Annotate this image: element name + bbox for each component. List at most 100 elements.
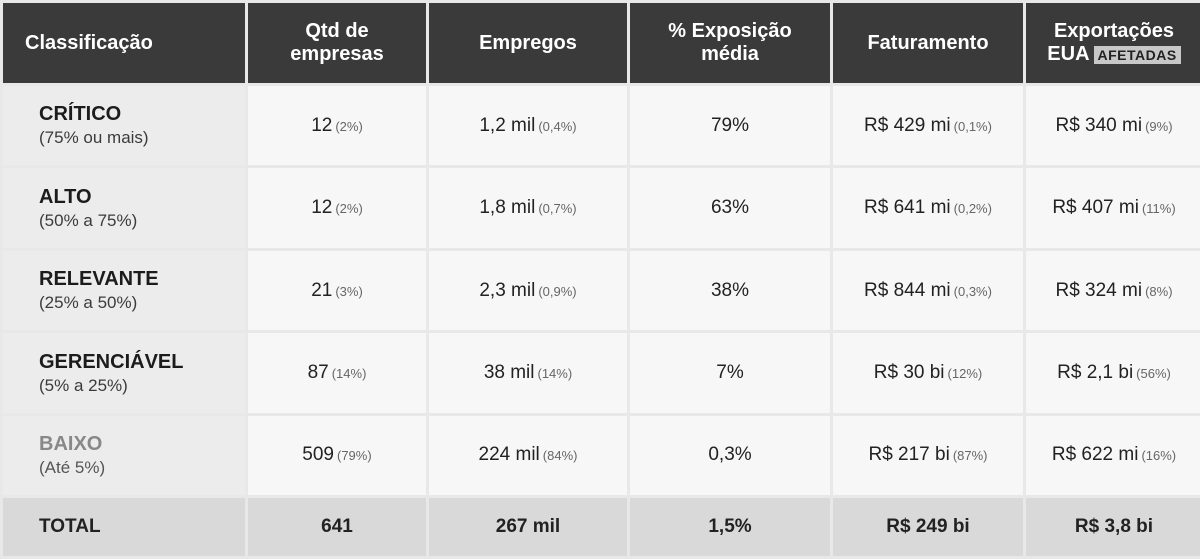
total-label: TOTAL [3,498,245,556]
row-name: ALTO [39,185,92,208]
header-faturamento: Faturamento [833,3,1023,83]
qtd-cell: 21 (3%) [248,250,426,331]
empregos-pct: (0,9%) [538,283,577,299]
exportacoes-pct: (9%) [1145,118,1173,134]
header-exportacoes-line1: Exportações [1053,19,1175,42]
empregos-cell: 2,3 mil (0,9%) [429,250,627,331]
qtd-pct: (2%) [335,201,363,217]
faturamento-pct: (12%) [947,366,983,382]
row-label-cell: GERENCIÁVEL (5% a 25%) [3,333,245,413]
faturamento-cell: R$ 217 bi (87%) [833,415,1023,496]
exportacoes-pct: (16%) [1141,448,1177,464]
header-exportacoes-line2: EUA [1047,42,1090,65]
faturamento-pct: (0,1%) [953,118,992,134]
total-empregos: 267 mil [429,498,627,556]
faturamento-pct: (0,3%) [953,283,992,299]
faturamento-value: R$ 844 mi [864,279,951,301]
exposicao-cell: 38% [630,250,830,331]
exportacoes-value: R$ 324 mi [1055,279,1143,301]
exposicao-cell: 7% [630,333,830,413]
total-row: TOTAL 641 267 mil 1,5% R$ 249 bi R$ 3,8 … [3,498,1200,556]
faturamento-cell: R$ 641 mi (0,2%) [833,168,1023,248]
faturamento-value: R$ 641 mi [864,197,951,219]
qtd-cell: 509 (79%) [248,415,426,496]
qtd-value: 21 [311,279,333,301]
row-range: (Até 5%) [39,457,106,477]
header-exportacoes: Exportações EUA AFETADAS [1026,3,1200,83]
exportacoes-cell: R$ 622 mi (16%) [1026,415,1200,496]
table-row: BAIXO (Até 5%) 509 (79%) 224 mil (84%) 0,3%… [3,415,1200,496]
qtd-pct: (3%) [335,283,363,299]
empregos-pct: (84%) [542,448,578,464]
qtd-value: 12 [311,114,333,136]
exportacoes-cell: R$ 324 mi (8%) [1026,250,1200,331]
empregos-value: 1,8 mil [479,197,536,219]
empregos-value: 2,3 mil [479,279,536,301]
total-qtd: 641 [248,498,426,556]
empregos-value: 224 mil [478,444,540,466]
empregos-cell: 38 mil (14%) [429,333,627,413]
faturamento-cell: R$ 429 mi (0,1%) [833,86,1023,166]
empregos-pct: (14%) [537,366,573,382]
table-row: CRÍTICO (75% ou mais) 12 (2%) 1,2 mil (0,4%… [3,86,1200,166]
exportacoes-value: R$ 2,1 bi [1057,362,1134,384]
empregos-cell: 1,2 mil (0,4%) [429,86,627,166]
faturamento-pct: (0,2%) [953,201,992,217]
total-faturamento: R$ 249 bi [833,498,1023,556]
qtd-cell: 12 (2%) [248,86,426,166]
row-name: BAIXO [39,432,103,455]
header-row: Classificação Qtd de empresas Empregos % … [3,3,1200,83]
qtd-value: 12 [311,197,333,219]
row-range: (25% a 50%) [39,293,138,313]
qtd-cell: 12 (2%) [248,168,426,248]
row-name: RELEVANTE [39,268,159,291]
exportacoes-pct: (8%) [1145,283,1173,299]
total-exposicao: 1,5% [630,498,830,556]
header-qtd-empresas: Qtd de empresas [248,3,426,83]
header-qtd-line2: empresas [290,43,384,65]
faturamento-value: R$ 429 mi [864,114,951,136]
exportacoes-pct: (56%) [1136,366,1171,382]
row-label-cell: RELEVANTE (25% a 50%) [3,250,245,331]
row-range: (5% a 25%) [39,375,128,395]
header-exposicao: % Exposição média [630,3,830,83]
row-label-cell: ALTO (50% a 75%) [3,168,245,248]
table-row: RELEVANTE (25% a 50%) 21 (3%) 2,3 mil (0,9%… [3,250,1200,331]
faturamento-value: R$ 30 bi [873,362,945,384]
qtd-pct: (2%) [335,118,363,134]
faturamento-cell: R$ 844 mi (0,3%) [833,250,1023,331]
header-exposicao-line1: % Exposição [668,20,792,42]
empregos-cell: 224 mil (84%) [429,415,627,496]
row-name: CRÍTICO [39,103,122,126]
empregos-pct: (0,4%) [538,118,577,134]
qtd-cell: 87 (14%) [248,333,426,413]
exportacoes-value: R$ 340 mi [1055,114,1143,136]
qtd-value: 87 [307,362,329,384]
header-exposicao-line2: média [701,43,759,65]
qtd-pct: (14%) [331,366,367,382]
table-row: ALTO (50% a 75%) 12 (2%) 1,8 mil (0,7%) 63%… [3,168,1200,248]
table-row: GERENCIÁVEL (5% a 25%) 87 (14%) 38 mil (14%… [3,333,1200,413]
row-range: (50% a 75%) [39,210,138,230]
total-exportacoes: R$ 3,8 bi [1026,498,1200,556]
exposicao-cell: 79% [630,86,830,166]
exportacoes-value: R$ 622 mi [1051,444,1139,466]
empregos-cell: 1,8 mil (0,7%) [429,168,627,248]
row-label-cell: CRÍTICO (75% ou mais) [3,86,245,166]
faturamento-pct: (87%) [952,448,988,464]
exportacoes-cell: R$ 2,1 bi (56%) [1026,333,1200,413]
exportacoes-cell: R$ 407 mi (11%) [1026,168,1200,248]
empregos-value: 1,2 mil [479,114,536,136]
qtd-value: 509 [302,444,334,466]
row-range: (75% ou mais) [39,128,149,148]
exportacoes-pct: (11%) [1141,201,1176,217]
exposicao-cell: 0,3% [630,415,830,496]
row-label-cell: BAIXO (Até 5%) [3,415,245,496]
exportacoes-cell: R$ 340 mi (9%) [1026,86,1200,166]
row-name: GERENCIÁVEL [39,350,184,373]
empregos-pct: (0,7%) [538,201,577,217]
faturamento-cell: R$ 30 bi (12%) [833,333,1023,413]
exposicao-cell: 63% [630,168,830,248]
